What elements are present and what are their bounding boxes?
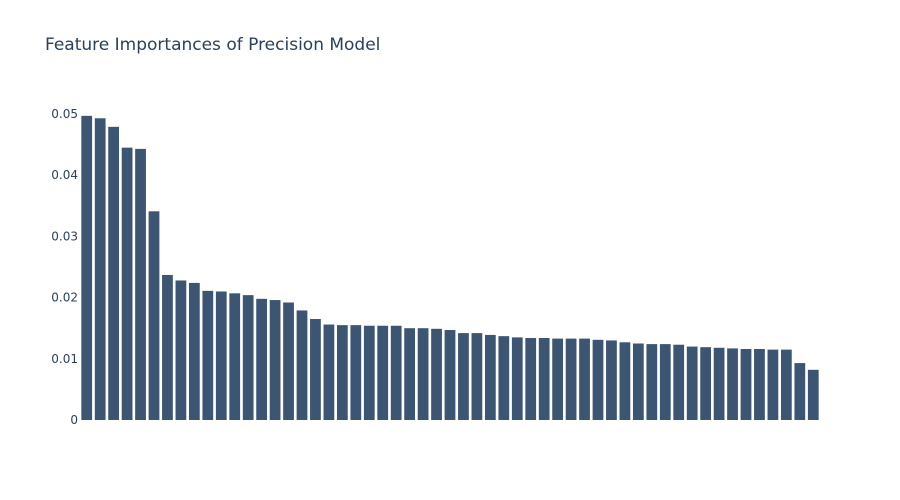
bar[interactable]	[431, 328, 442, 420]
bar[interactable]	[606, 340, 617, 420]
bar[interactable]	[94, 118, 106, 420]
bar[interactable]	[794, 363, 806, 420]
bar[interactable]	[121, 147, 133, 420]
bar[interactable]	[242, 295, 254, 420]
bar[interactable]	[713, 347, 725, 420]
bar[interactable]	[471, 333, 483, 420]
bar[interactable]	[767, 349, 779, 420]
bar[interactable]	[511, 337, 523, 420]
bar[interactable]	[565, 338, 577, 420]
bar[interactable]	[350, 325, 362, 420]
bar[interactable]	[740, 349, 752, 420]
bar[interactable]	[525, 337, 537, 420]
bar[interactable]	[310, 319, 321, 420]
y-tick-label: 0.03	[51, 229, 78, 243]
bar[interactable]	[323, 324, 335, 420]
bar[interactable]	[135, 148, 146, 420]
bar[interactable]	[256, 298, 268, 420]
bar[interactable]	[363, 325, 375, 420]
bars-group	[81, 115, 819, 421]
bar[interactable]	[700, 347, 712, 420]
bar[interactable]	[780, 349, 792, 420]
y-tick-label: 0.02	[51, 291, 78, 305]
bar[interactable]	[579, 338, 590, 420]
bar[interactable]	[458, 333, 469, 420]
bar[interactable]	[296, 310, 308, 420]
bar[interactable]	[538, 337, 550, 420]
bar[interactable]	[283, 302, 294, 421]
bar[interactable]	[686, 346, 698, 420]
bar[interactable]	[377, 325, 389, 420]
bar[interactable]	[754, 349, 765, 420]
bar[interactable]	[202, 290, 214, 420]
bar[interactable]	[417, 328, 429, 420]
bar[interactable]	[336, 325, 348, 420]
chart-title: Feature Importances of Precision Model	[45, 35, 380, 55]
bar[interactable]	[592, 339, 604, 420]
bar[interactable]	[229, 293, 241, 420]
bar[interactable]	[646, 344, 658, 420]
y-tick-label: 0	[70, 413, 78, 427]
bar[interactable]	[81, 115, 93, 420]
bar[interactable]	[404, 328, 416, 420]
bar[interactable]	[269, 300, 281, 420]
bar[interactable]	[727, 348, 738, 420]
bar[interactable]	[188, 282, 200, 420]
bar[interactable]	[484, 334, 496, 420]
y-tick-label: 0.04	[51, 168, 78, 182]
y-tick-label: 0.01	[51, 352, 78, 366]
bar[interactable]	[390, 325, 402, 420]
y-tick-label: 0.05	[51, 107, 78, 121]
bar[interactable]	[659, 344, 671, 420]
bar[interactable]	[632, 343, 644, 421]
bar[interactable]	[619, 342, 631, 420]
bar[interactable]	[673, 344, 685, 420]
bar[interactable]	[807, 369, 819, 420]
bar[interactable]	[444, 330, 456, 420]
bar[interactable]	[148, 211, 160, 420]
y-axis: 0 0.01 0.02 0.03 0.04 0.05	[51, 107, 78, 427]
bar[interactable]	[175, 280, 187, 420]
bar[interactable]	[498, 336, 510, 420]
bar[interactable]	[162, 274, 173, 420]
bar[interactable]	[215, 291, 227, 420]
bar[interactable]	[108, 126, 120, 420]
bar[interactable]	[552, 338, 564, 420]
